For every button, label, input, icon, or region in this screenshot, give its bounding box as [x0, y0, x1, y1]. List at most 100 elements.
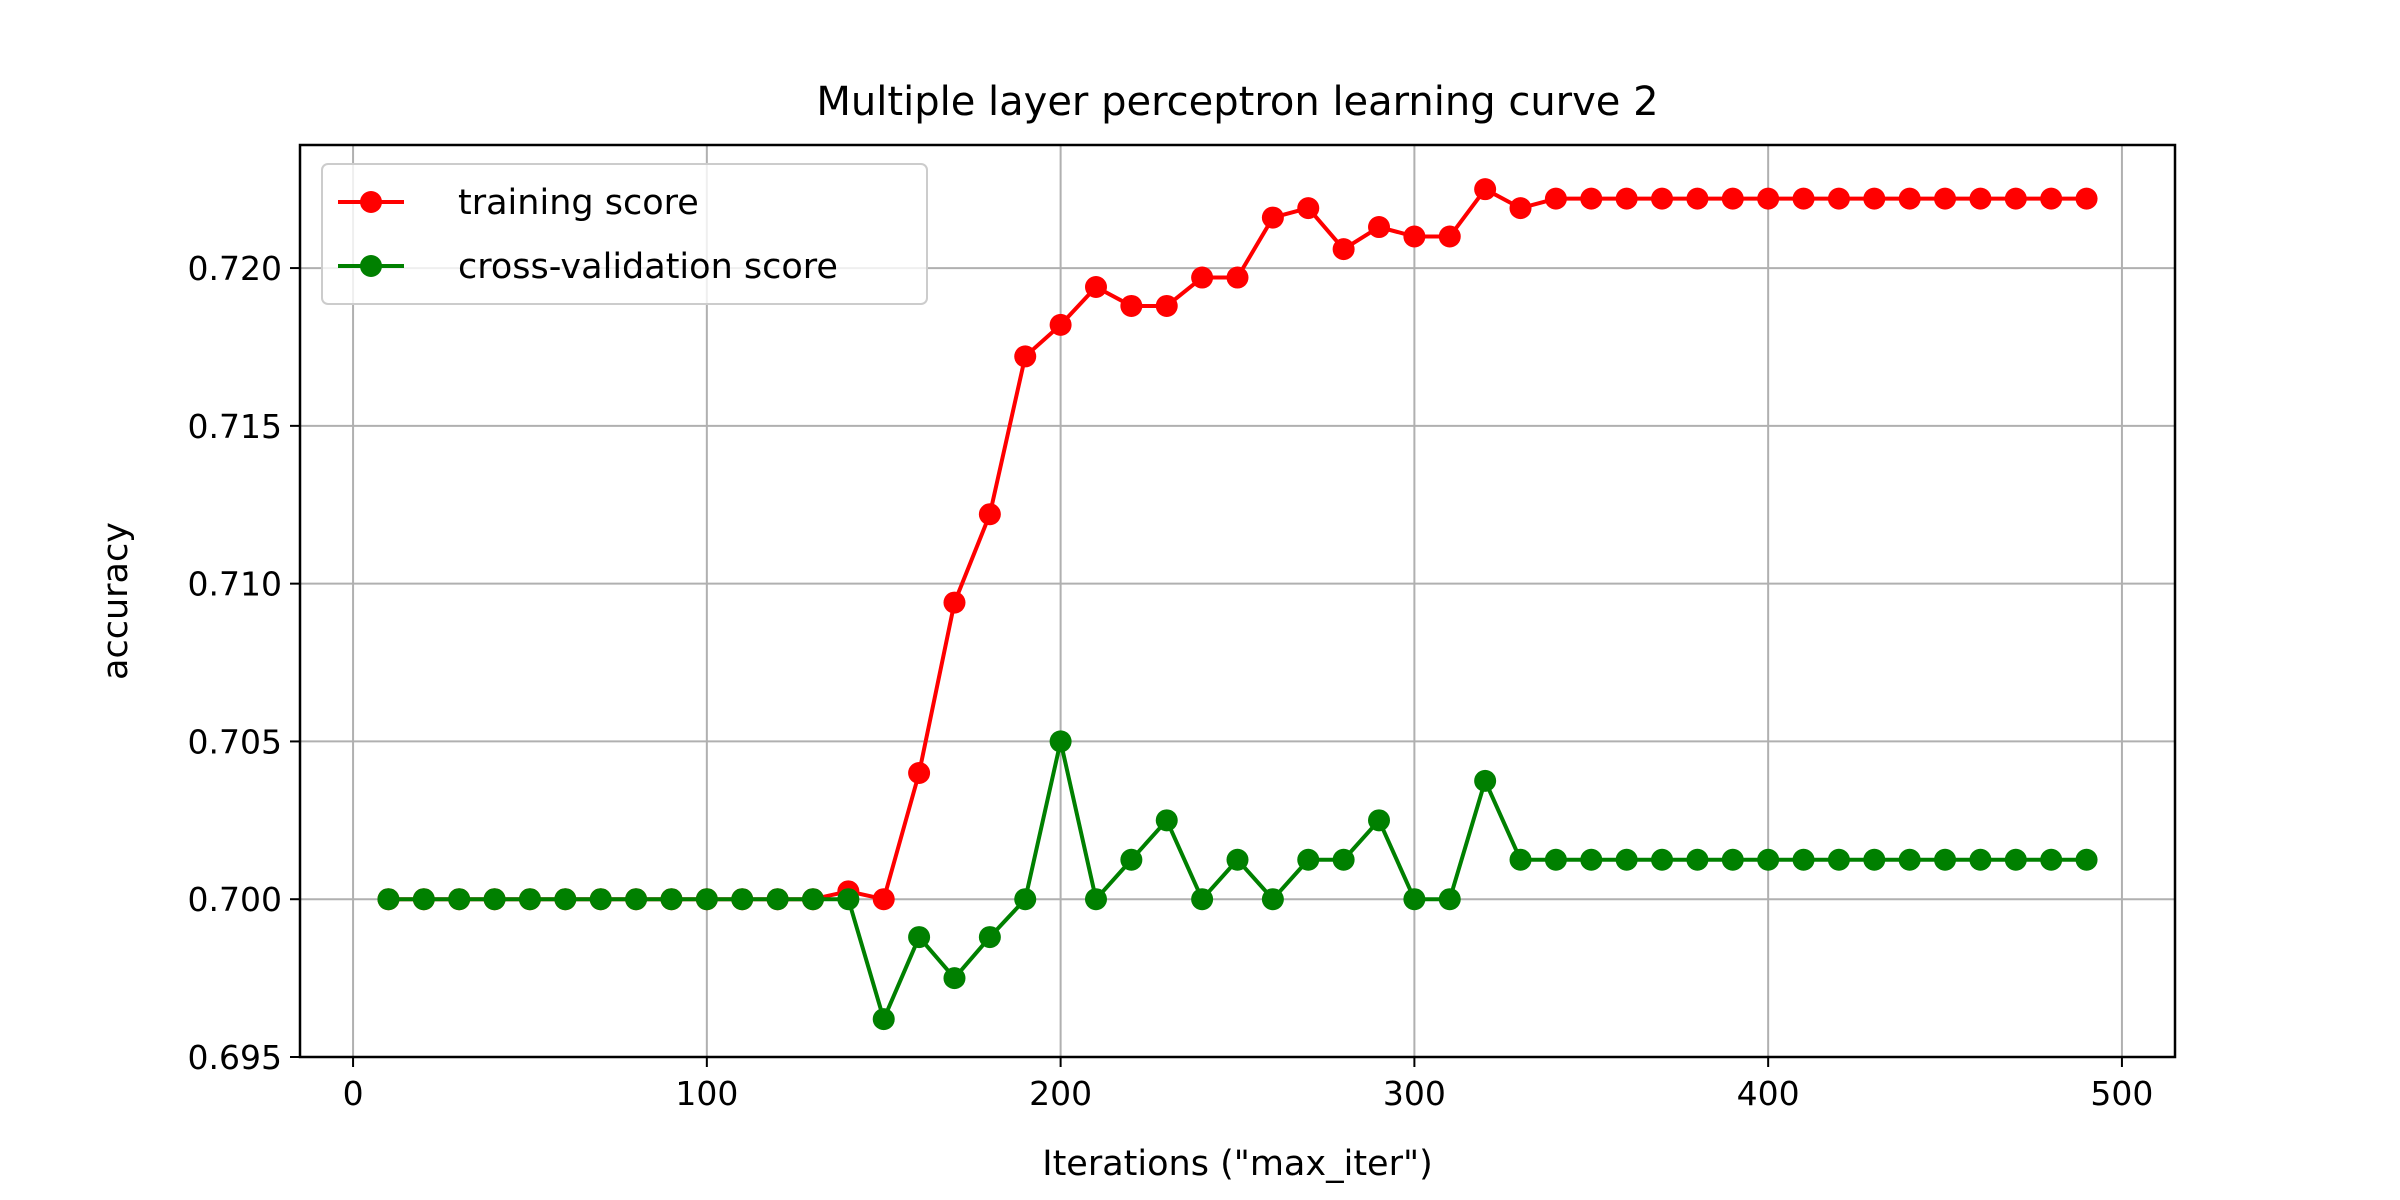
data-point — [1332, 238, 1355, 261]
legend-marker-training-score — [360, 191, 382, 213]
data-point — [2040, 187, 2063, 210]
data-point — [1969, 187, 1992, 210]
data-point — [412, 888, 435, 911]
data-point — [1934, 848, 1957, 871]
data-point — [908, 761, 931, 784]
legend-label-training-score: training score — [458, 183, 699, 223]
data-point — [1863, 848, 1886, 871]
data-point — [2004, 187, 2027, 210]
data-point — [518, 888, 541, 911]
data-point — [837, 888, 860, 911]
y-tick-label: 0.715 — [188, 407, 282, 446]
data-point — [1155, 809, 1178, 832]
x-tick-label: 500 — [2090, 1074, 2153, 1113]
data-point — [1368, 809, 1391, 832]
data-point — [2075, 848, 2098, 871]
data-point — [1615, 187, 1638, 210]
data-point — [1721, 187, 1744, 210]
data-point — [1615, 848, 1638, 871]
x-tick-label: 0 — [343, 1074, 364, 1113]
data-point — [872, 1008, 895, 1031]
data-point — [1403, 888, 1426, 911]
x-tick-label: 200 — [1029, 1074, 1092, 1113]
data-point — [766, 888, 789, 911]
data-point — [1438, 225, 1461, 248]
y-tick-label: 0.710 — [188, 565, 282, 604]
data-point — [1474, 178, 1497, 201]
data-point — [1898, 848, 1921, 871]
y-tick-label: 0.700 — [188, 880, 282, 919]
x-tick-label: 400 — [1737, 1074, 1800, 1113]
data-point — [695, 888, 718, 911]
data-point — [1014, 345, 1037, 368]
x-tick-label: 100 — [675, 1074, 738, 1113]
data-point — [1403, 225, 1426, 248]
data-point — [1297, 848, 1320, 871]
legend-label-cross-validation-score: cross-validation score — [458, 247, 838, 287]
chart-title: Multiple layer perceptron learning curve… — [816, 79, 1658, 125]
data-point — [1191, 266, 1214, 289]
data-point — [1438, 888, 1461, 911]
data-point — [1084, 276, 1107, 299]
y-tick-label: 0.695 — [188, 1038, 282, 1077]
data-point — [1509, 848, 1532, 871]
plot-frame — [298, 143, 2177, 1059]
data-point — [1580, 848, 1603, 871]
data-point — [1934, 187, 1957, 210]
data-point — [2040, 848, 2063, 871]
data-point — [1049, 730, 1072, 753]
data-point — [483, 888, 506, 911]
data-point — [1757, 187, 1780, 210]
data-point — [1827, 187, 1850, 210]
legend-marker-cross-validation-score — [360, 255, 382, 277]
data-point — [1898, 187, 1921, 210]
data-point — [1721, 848, 1744, 871]
legend-box — [321, 163, 928, 305]
data-point — [1226, 266, 1249, 289]
data-point — [1509, 197, 1532, 220]
series-layer — [377, 178, 2098, 1031]
legend: training score cross-validation score — [321, 163, 928, 305]
series-line-cross-validation-score — [388, 739, 2087, 1022]
y-tick-label: 0.720 — [188, 249, 282, 288]
data-point — [1120, 294, 1143, 317]
data-point — [801, 888, 824, 911]
axis-ticks: 0 100 200 300 400 500 0.695 0.700 0.705 0.710 0.71… — [188, 249, 2154, 1113]
data-point — [872, 888, 895, 911]
x-tick-label: 300 — [1383, 1074, 1446, 1113]
x-axis-title: Iterations ("max_iter") — [1042, 1144, 1432, 1184]
data-point — [554, 888, 577, 911]
data-point — [1014, 888, 1037, 911]
data-point — [1651, 848, 1674, 871]
data-point — [377, 888, 400, 911]
data-point — [908, 926, 931, 949]
data-point — [589, 888, 612, 911]
data-point — [1686, 187, 1709, 210]
data-point — [1297, 197, 1320, 220]
data-point — [1474, 769, 1497, 792]
data-point — [1580, 187, 1603, 210]
data-point — [1120, 848, 1143, 871]
data-point — [1261, 888, 1284, 911]
data-point — [1084, 888, 1107, 911]
y-tick-label: 0.705 — [188, 722, 282, 761]
data-point — [1261, 206, 1284, 229]
data-point — [625, 888, 648, 911]
data-point — [1191, 888, 1214, 911]
data-point — [660, 888, 683, 911]
data-point — [1651, 187, 1674, 210]
y-axis-title: accuracy — [96, 522, 136, 680]
data-point — [1757, 848, 1780, 871]
data-point — [1969, 848, 1992, 871]
data-point — [978, 503, 1001, 526]
data-point — [2004, 848, 2027, 871]
data-point — [1863, 187, 1886, 210]
data-point — [1544, 848, 1567, 871]
data-point — [1226, 848, 1249, 871]
series-cross-validation-score — [377, 730, 2098, 1031]
data-point — [1049, 313, 1072, 336]
data-point — [731, 888, 754, 911]
data-point — [1544, 187, 1567, 210]
